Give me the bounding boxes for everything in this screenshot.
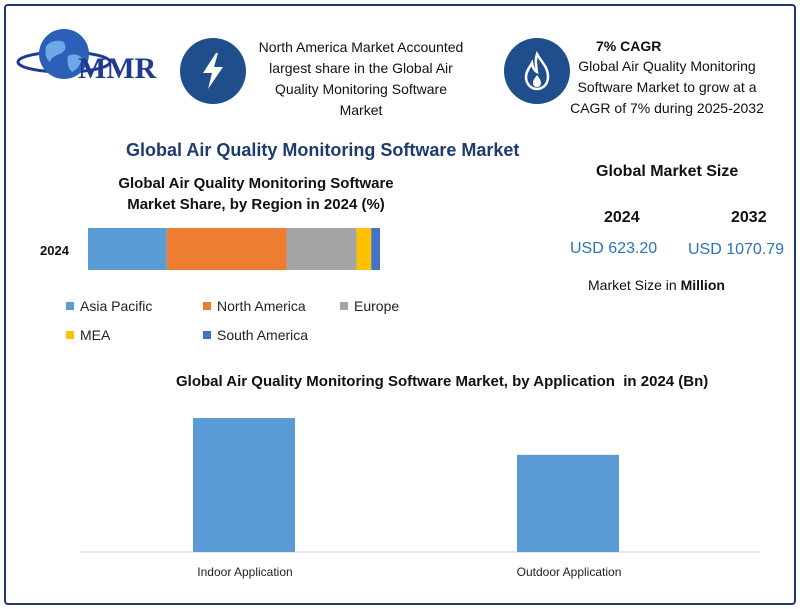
legend-swatch-south-america: [203, 331, 211, 339]
legend-europe: Europe: [340, 298, 399, 314]
legend-mea: MEA: [66, 327, 110, 343]
flame-badge: [504, 38, 570, 104]
market-size-value-2024: USD 623.20: [570, 240, 658, 257]
region-bar-europe: [286, 228, 357, 270]
region-bar-north-america: [166, 228, 287, 270]
market-size-note: Market Size in Million: [588, 277, 725, 293]
logo: [16, 26, 166, 88]
legend-asia-pacific: Asia Pacific: [66, 298, 152, 314]
legend-swatch-north-america: [203, 302, 211, 310]
infographic-frame: [4, 4, 796, 605]
application-bar-indoor-application: [193, 418, 295, 552]
cagr-info: Global Air Quality Monitoring Software M…: [570, 58, 764, 116]
legend-swatch-asia-pacific: [66, 302, 74, 310]
market-size-year-2032: 2032: [731, 209, 767, 226]
main-title: Global Air Quality Monitoring Software M…: [126, 140, 520, 160]
legend-swatch-europe: [340, 302, 348, 310]
region-category-label: 2024: [40, 243, 70, 258]
legend-swatch-mea: [66, 331, 74, 339]
application-chart-title: Global Air Quality Monitoring Software M…: [176, 373, 709, 390]
flame-icon: [524, 51, 550, 91]
region-bar-mea: [356, 228, 372, 270]
application-chart: [80, 418, 760, 553]
legend-north-america: North America: [203, 298, 306, 314]
x-tick-indoor-application: Indoor Application: [197, 565, 293, 579]
region-chart-title: Global Air Quality Monitoring Software M…: [118, 175, 394, 213]
region-bar-south-america: [371, 228, 380, 270]
legend-south-america: South America: [203, 327, 308, 343]
lightning-badge: [180, 38, 246, 104]
x-tick-outdoor-application: Outdoor Application: [516, 565, 622, 579]
market-size-value-2032: USD 1070.79: [688, 241, 785, 258]
region-bar-asia-pacific: [88, 228, 167, 270]
application-bar-outdoor-application: [517, 454, 619, 552]
lightning-icon: [203, 53, 223, 89]
region-chart: 2024: [40, 228, 380, 270]
north-america-info: North America Market Accounted largest s…: [258, 39, 464, 118]
market-size-year-2024: 2024: [604, 209, 640, 226]
globe-icon: [16, 29, 112, 79]
cagr-title: 7% CAGR: [596, 38, 662, 54]
logo-text: MMR: [78, 52, 157, 85]
market-size-title: Global Market Size: [596, 163, 739, 180]
